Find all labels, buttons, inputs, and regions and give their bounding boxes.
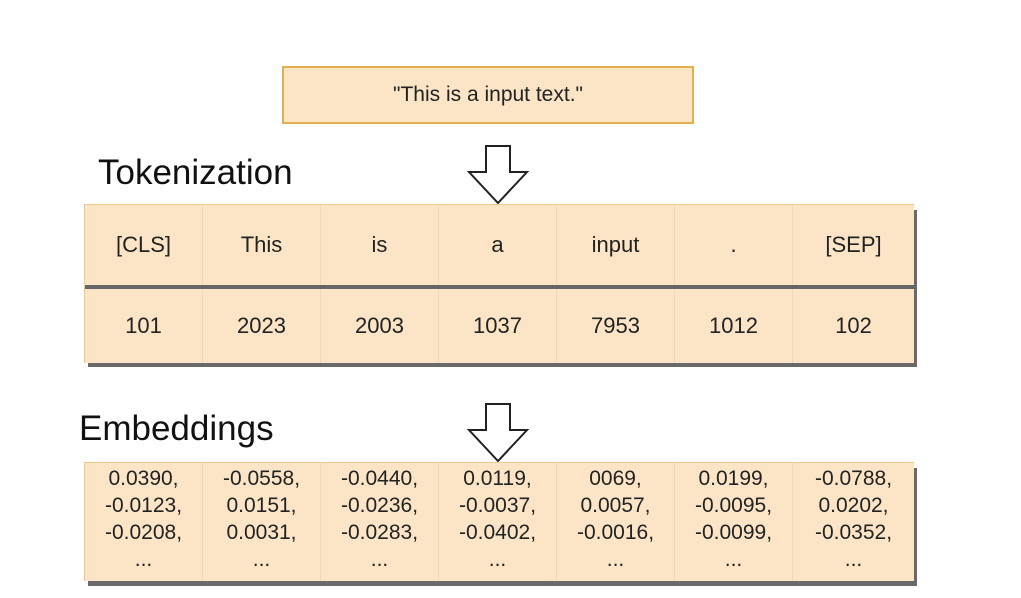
embedding-value: 0069, bbox=[589, 467, 642, 490]
embedding-value: 0.0199, bbox=[698, 467, 769, 490]
down-arrow-icon bbox=[466, 403, 530, 463]
embedding-value: 0.0202, bbox=[818, 494, 889, 517]
token-cell: a bbox=[439, 205, 557, 285]
embedding-value: -0.0016, bbox=[576, 521, 655, 544]
embedding-value: -0.0099, bbox=[694, 521, 773, 544]
embedding-cell: 0069, 0.0057, -0.0016,... bbox=[557, 463, 675, 581]
embedding-value: -0.0037, bbox=[458, 494, 537, 517]
embedding-value: -0.0440, bbox=[340, 467, 419, 490]
embedding-value: -0.0352, bbox=[814, 521, 893, 544]
embedding-cell: -0.0558, 0.0151, 0.0031,... bbox=[203, 463, 321, 581]
embedding-value: ... bbox=[724, 548, 743, 571]
token-cell: This bbox=[203, 205, 321, 285]
embedding-value: -0.0558, bbox=[222, 467, 301, 490]
embedding-cell: 0.0390, -0.0123, -0.0208,... bbox=[85, 463, 203, 581]
input-text-box: "This is a input text." bbox=[282, 66, 694, 124]
embedding-value: 0.0031, bbox=[226, 521, 297, 544]
token-cell: [SEP] bbox=[825, 232, 882, 257]
embedding-value: 0.0390, bbox=[108, 467, 179, 490]
token-cell: . bbox=[675, 205, 793, 285]
embedding-cell: 0.0199, -0.0095, -0.0099,... bbox=[675, 463, 793, 581]
row-divider bbox=[85, 285, 914, 289]
embedding-cell: -0.0788, 0.0202, -0.0352,... bbox=[793, 463, 914, 581]
token-cell: [CLS] bbox=[85, 205, 203, 285]
embedding-value: ... bbox=[370, 548, 389, 571]
embedding-value: ... bbox=[488, 548, 507, 571]
embedding-value: -0.0208, bbox=[104, 521, 183, 544]
embedding-value: ... bbox=[606, 548, 625, 571]
embedding-value: ... bbox=[252, 548, 271, 571]
token-cell: input bbox=[557, 205, 675, 285]
token-id-cell: 1012 bbox=[675, 289, 793, 363]
token-id-cell: 2003 bbox=[321, 289, 439, 363]
embedding-row: 0.0390, -0.0123, -0.0208,... -0.0558, 0.0151… bbox=[85, 463, 914, 581]
tokenization-title: Tokenization bbox=[98, 153, 293, 192]
token-id-cell: 7953 bbox=[557, 289, 675, 363]
embedding-cell: -0.0440, -0.0236, -0.0283,... bbox=[321, 463, 439, 581]
embedding-value: -0.0123, bbox=[104, 494, 183, 517]
embedding-value: ... bbox=[134, 548, 153, 571]
down-arrow-icon bbox=[466, 145, 530, 205]
embedding-value: -0.0236, bbox=[340, 494, 419, 517]
embedding-value: 0.0151, bbox=[226, 494, 297, 517]
token-id-cell: 101 bbox=[85, 289, 203, 363]
embedding-value: ... bbox=[844, 548, 863, 571]
embedding-cell: 0.0119, -0.0037, -0.0402,... bbox=[439, 463, 557, 581]
token-row: [CLS] This is a input. [SEP] bbox=[85, 205, 914, 285]
token-cell: is bbox=[321, 205, 439, 285]
input-text: "This is a input text." bbox=[393, 83, 583, 106]
token-id-row: 101 2023 2003 1037 7953 1012 102 bbox=[85, 289, 914, 363]
token-id-cell: 1037 bbox=[439, 289, 557, 363]
embedding-value: -0.0788, bbox=[814, 467, 893, 490]
embedding-value: 0.0057, bbox=[580, 494, 651, 517]
embedding-value: -0.0402, bbox=[458, 521, 537, 544]
token-id-cell: 102 bbox=[835, 313, 872, 338]
embeddings-title: Embeddings bbox=[79, 409, 274, 448]
embedding-value: 0.0119, bbox=[463, 467, 532, 490]
embedding-value: -0.0283, bbox=[340, 521, 419, 544]
embedding-value: -0.0095, bbox=[694, 494, 773, 517]
token-id-cell: 2023 bbox=[203, 289, 321, 363]
